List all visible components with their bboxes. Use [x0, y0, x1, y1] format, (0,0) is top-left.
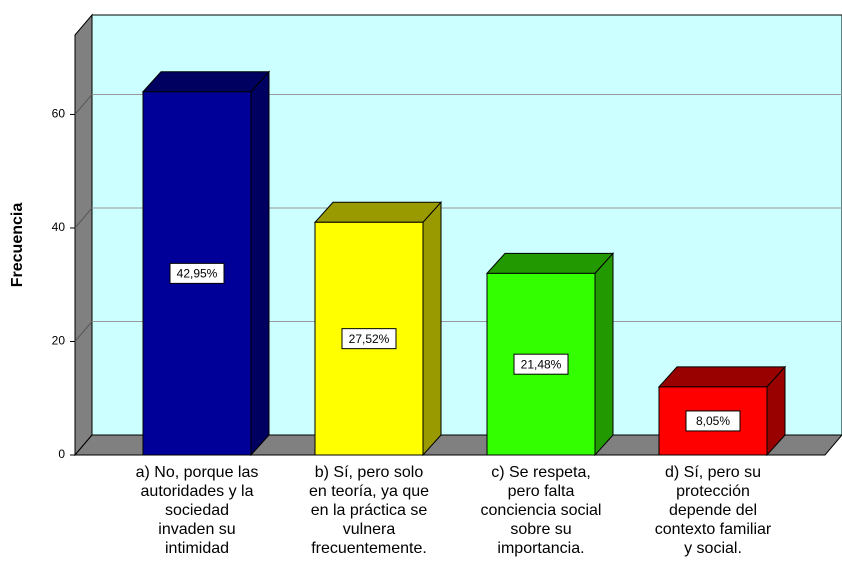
- x-tick-label: a) No, porque las autoridades y la socie…: [135, 464, 259, 557]
- grid-line: [74, 207, 93, 229]
- bar-top: [485, 252, 615, 274]
- y-tick-label: 60: [52, 107, 66, 121]
- bar-top: [313, 201, 443, 223]
- value-label-box: [169, 262, 225, 284]
- value-label: 8,05%: [696, 414, 730, 428]
- value-label: 21,48%: [521, 357, 562, 371]
- value-label: 27,52%: [349, 332, 390, 346]
- bar-side: [594, 252, 614, 457]
- grid-line: [74, 321, 93, 342]
- bar-top: [657, 366, 787, 388]
- y-tick-label: 40: [52, 220, 66, 234]
- x-tick-label: c) Se respeta, pero falta conciencia soc…: [480, 464, 602, 557]
- value-label: 42,95%: [177, 267, 218, 281]
- x-tick-label: d) Sí, pero su protección depende del co…: [654, 464, 772, 557]
- y-axis-label: Frecuencia: [9, 203, 26, 288]
- y-tick-label: 20: [52, 334, 66, 348]
- left-wall: [74, 13, 93, 457]
- bar-side: [422, 200, 442, 457]
- bar-top: [141, 71, 271, 93]
- value-label-box: [513, 353, 569, 375]
- grid-line: [74, 94, 93, 115]
- bar-side: [250, 70, 270, 457]
- value-label-box: [341, 328, 397, 350]
- value-label-box: [685, 410, 741, 432]
- y-tick-label: 0: [58, 447, 65, 461]
- bar: [658, 386, 768, 456]
- x-tick-label: b) Sí, pero solo en teoría, ya que en la…: [308, 464, 430, 557]
